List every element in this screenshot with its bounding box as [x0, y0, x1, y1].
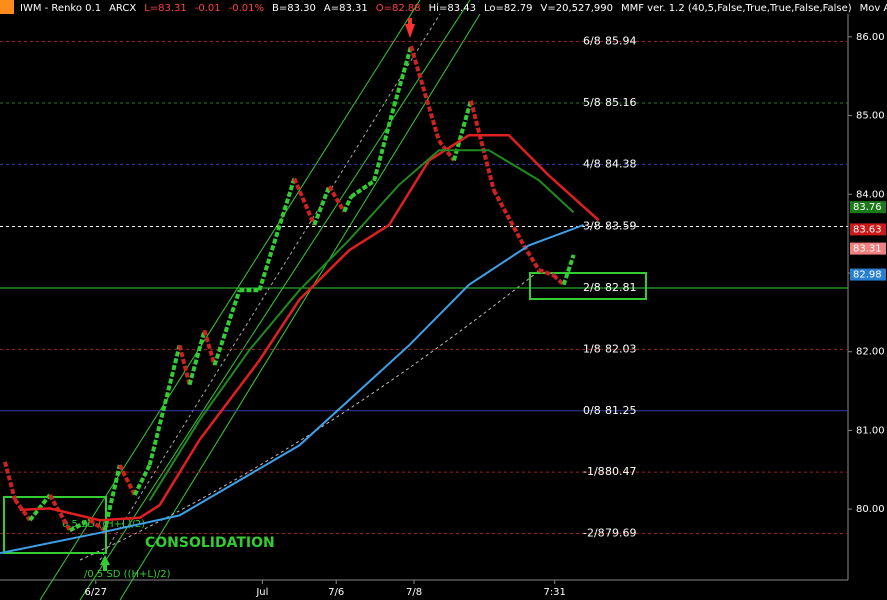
x-tick-label: Jul [255, 587, 268, 598]
up-arrow [100, 555, 110, 571]
renko-segment [522, 244, 541, 271]
status-text: A=83.31 [324, 3, 368, 14]
status-text: ARCX [109, 3, 136, 14]
dashed-curve [79, 269, 541, 561]
status-text: IWM - Renko 0.1 [20, 3, 101, 14]
renko-segment [147, 344, 182, 466]
renko-segment [552, 273, 566, 287]
murrey-value: 84.38 [605, 157, 637, 170]
renko-segment [3, 461, 17, 501]
value-tag-label: 82.98 [853, 270, 882, 281]
murrey-value: 82.03 [605, 342, 637, 355]
value-tag [850, 242, 886, 255]
status-text: V=20,527,990 [541, 3, 613, 14]
y-tick-label: 85.00 [856, 111, 885, 122]
murrey-value: 81.25 [605, 404, 637, 417]
value-tag-label: 83.63 [853, 224, 882, 235]
renko-segment [468, 100, 496, 191]
renko-segment [28, 493, 52, 522]
status-text: -0.01 [195, 3, 221, 14]
renko-segment [409, 45, 441, 142]
value-tag-label: 83.76 [853, 202, 882, 213]
renko-segment [342, 195, 353, 213]
renko-segment [292, 177, 317, 226]
murrey-label: 4/8 [583, 157, 601, 170]
channel-mid [99, 13, 441, 561]
moving-average [19, 133, 600, 522]
annotation: CONSOLIDATION [145, 535, 275, 551]
value-tag [850, 201, 886, 214]
annotation: /0.5 SD ((H+L)/2) [84, 569, 171, 580]
icon[interactable] [0, 0, 14, 14]
status-text: Lo=82.79 [484, 3, 533, 14]
renko-segment [132, 464, 152, 496]
renko-segment [372, 105, 397, 182]
murrey-value: 79.69 [605, 527, 637, 540]
channel-line [79, 0, 471, 600]
murrey-label: 2/8 [583, 281, 601, 294]
murrey-value: 85.94 [605, 35, 637, 48]
status-text: MMF ver. 1.2 (40,5,False,True,True,False… [621, 3, 852, 14]
status-text: Hi=83.43 [429, 3, 476, 14]
y-tick-label: 84.00 [856, 189, 885, 200]
murrey-value: 85.16 [605, 96, 637, 109]
value-tag-label: 83.31 [853, 244, 882, 255]
channel-line [119, 13, 481, 600]
status-text: L=83.31 [144, 3, 187, 14]
renko-segment [350, 179, 376, 199]
murrey-label: 1/8 [583, 342, 601, 355]
status-text: O=82.88 [376, 3, 421, 14]
renko-segment [187, 329, 207, 386]
renko-segment [202, 329, 217, 366]
murrey-label: -2/8 [583, 527, 605, 540]
y-tick-label: 80.00 [856, 504, 885, 515]
renko-segment [492, 189, 526, 247]
renko-segment [212, 289, 242, 366]
value-tag [850, 268, 886, 281]
x-tick-label: 7/8 [406, 587, 422, 598]
renko-segment [327, 185, 346, 213]
murrey-label: -1/8 [583, 465, 605, 478]
down-arrow [405, 18, 415, 38]
y-tick-label: 86.00 [856, 32, 885, 43]
consolidation-box [3, 496, 107, 554]
renko-segment [561, 254, 576, 286]
channel-line [39, 0, 421, 600]
x-tick-label: 6/27 [85, 587, 107, 598]
moving-average [148, 149, 575, 502]
renko-segment [13, 498, 32, 522]
renko-segment [437, 139, 456, 162]
murrey-label: 5/8 [583, 96, 601, 109]
renko-segment [257, 177, 297, 291]
murrey-value: 83.59 [605, 220, 637, 233]
murrey-label: 3/8 [583, 220, 601, 233]
murrey-value: 80.47 [605, 465, 637, 478]
target-box [529, 272, 647, 300]
annotation: 0.5 SD ((H+L)/2) [62, 519, 145, 530]
renko-segment [117, 464, 137, 496]
y-tick-label: 82.00 [856, 347, 885, 358]
murrey-label: 0/8 [583, 404, 601, 417]
x-tick-label: 7:31 [543, 587, 565, 598]
y-tick-label: 81.00 [856, 425, 885, 436]
moving-average [0, 224, 584, 555]
murrey-label: 6/8 [583, 35, 601, 48]
renko-segment [392, 45, 413, 107]
renko-segment [538, 267, 555, 278]
status-text: B=83.30 [272, 3, 316, 14]
murrey-value: 82.81 [605, 281, 637, 294]
renko-segment [68, 518, 91, 533]
value-tag [850, 223, 886, 236]
status-text: -0.01% [229, 3, 264, 14]
x-tick-label: 7/6 [328, 587, 344, 598]
renko-segment [88, 518, 106, 533]
status-text: Mov A [860, 3, 887, 14]
